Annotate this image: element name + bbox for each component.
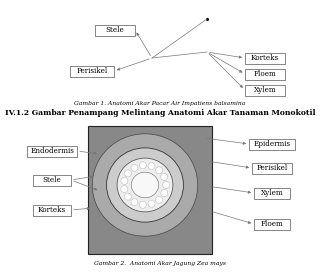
Circle shape bbox=[148, 163, 155, 170]
FancyBboxPatch shape bbox=[95, 25, 135, 36]
FancyBboxPatch shape bbox=[70, 65, 114, 76]
Text: Korteks: Korteks bbox=[38, 206, 66, 214]
Circle shape bbox=[139, 162, 146, 169]
Text: Floem: Floem bbox=[254, 70, 276, 78]
Circle shape bbox=[156, 167, 163, 174]
Text: IV.1.2 Gambar Penampang Melintang Anatomi Akar Tanaman Monokotil: IV.1.2 Gambar Penampang Melintang Anatom… bbox=[5, 109, 315, 117]
Circle shape bbox=[124, 193, 132, 200]
FancyBboxPatch shape bbox=[254, 187, 290, 198]
FancyBboxPatch shape bbox=[245, 84, 285, 95]
FancyBboxPatch shape bbox=[33, 174, 71, 185]
FancyBboxPatch shape bbox=[254, 219, 290, 230]
Text: Xylem: Xylem bbox=[254, 86, 276, 94]
FancyBboxPatch shape bbox=[33, 205, 71, 216]
FancyBboxPatch shape bbox=[27, 145, 77, 156]
Text: Floem: Floem bbox=[260, 220, 284, 228]
Text: Stele: Stele bbox=[43, 176, 61, 184]
Ellipse shape bbox=[92, 134, 198, 236]
Ellipse shape bbox=[132, 172, 159, 198]
FancyBboxPatch shape bbox=[245, 52, 285, 63]
Ellipse shape bbox=[107, 148, 183, 222]
Ellipse shape bbox=[117, 158, 173, 212]
Circle shape bbox=[131, 199, 138, 206]
Circle shape bbox=[161, 173, 168, 181]
Text: Gambar 1. Anatomi Akar Pacar Air Impatiens balsamina: Gambar 1. Anatomi Akar Pacar Air Impatie… bbox=[74, 102, 246, 107]
Circle shape bbox=[148, 200, 155, 207]
Circle shape bbox=[163, 182, 170, 189]
Text: Xylem: Xylem bbox=[261, 189, 283, 197]
Circle shape bbox=[124, 170, 132, 177]
Text: Endodermis: Endodermis bbox=[30, 147, 74, 155]
Bar bbox=[88, 126, 212, 254]
Circle shape bbox=[161, 190, 168, 197]
Circle shape bbox=[121, 177, 128, 184]
FancyBboxPatch shape bbox=[252, 163, 292, 174]
Text: Korteks: Korteks bbox=[251, 54, 279, 62]
Circle shape bbox=[121, 186, 128, 193]
Circle shape bbox=[156, 196, 163, 203]
Circle shape bbox=[131, 164, 138, 171]
FancyBboxPatch shape bbox=[249, 139, 295, 150]
Text: Epidermis: Epidermis bbox=[253, 140, 291, 148]
Text: Perisikel: Perisikel bbox=[256, 164, 288, 172]
Text: Perisikel: Perisikel bbox=[76, 67, 108, 75]
Text: Gambar 2.  Anatomi Akar Jagung Zea mays: Gambar 2. Anatomi Akar Jagung Zea mays bbox=[94, 261, 226, 266]
Text: Stele: Stele bbox=[106, 26, 124, 34]
Circle shape bbox=[139, 201, 146, 208]
FancyBboxPatch shape bbox=[245, 68, 285, 79]
